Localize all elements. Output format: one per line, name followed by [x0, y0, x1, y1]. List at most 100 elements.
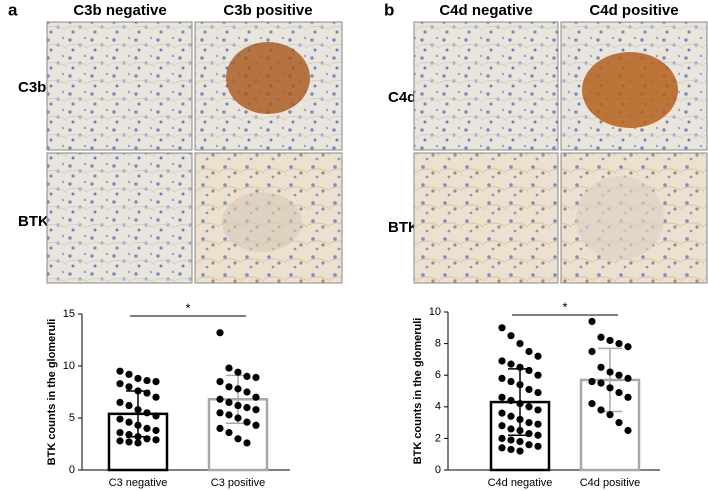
- data-point: [516, 340, 524, 348]
- row-header: C3b: [18, 79, 46, 96]
- data-point: [534, 442, 542, 450]
- data-point: [134, 439, 142, 447]
- data-point: [525, 430, 533, 438]
- glomerulus: [222, 192, 302, 252]
- data-point: [125, 431, 133, 439]
- stain: [226, 42, 310, 114]
- data-point: [498, 434, 506, 442]
- data-point: [516, 437, 524, 446]
- data-point: [225, 411, 233, 419]
- data-point: [216, 409, 224, 417]
- data-point: [534, 371, 542, 379]
- data-point: [243, 372, 251, 380]
- data-point: [152, 436, 160, 444]
- stain: [582, 52, 678, 128]
- data-point: [507, 412, 515, 420]
- data-point: [234, 401, 242, 410]
- micrograph: [413, 152, 559, 284]
- data-point: [498, 409, 506, 417]
- row-header: BTK: [388, 219, 419, 236]
- data-point: [116, 367, 124, 375]
- data-point: [243, 388, 251, 396]
- data-point: [498, 444, 506, 452]
- column-header: C3b negative: [73, 2, 166, 19]
- data-point: [534, 352, 542, 360]
- data-point: [152, 426, 160, 435]
- data-point: [606, 384, 614, 392]
- y-tick-label: 8: [435, 338, 441, 350]
- data-point: [152, 393, 160, 401]
- glomerulus: [576, 176, 664, 260]
- data-point: [116, 398, 124, 406]
- data-point: [615, 340, 623, 348]
- panel-b: b C4d negative C4d positive C4d BTK: [384, 0, 708, 284]
- data-point: [588, 317, 596, 326]
- data-point: [125, 401, 133, 410]
- data-point: [243, 439, 251, 447]
- data-point: [134, 421, 142, 429]
- data-point: [125, 370, 133, 378]
- data-point: [252, 393, 260, 401]
- data-point: [498, 324, 506, 332]
- data-point: [116, 437, 124, 445]
- y-axis-label: BTK counts in the glomeruli: [412, 318, 424, 465]
- data-point: [624, 393, 632, 401]
- data-point: [507, 377, 515, 386]
- column-header: C4d positive: [589, 2, 678, 19]
- data-point: [615, 419, 623, 427]
- micrograph: [46, 21, 193, 151]
- data-point: [525, 419, 533, 427]
- data-point: [152, 412, 160, 420]
- data-point: [498, 374, 506, 382]
- data-point: [597, 363, 605, 371]
- y-tick-label: 0: [69, 464, 75, 476]
- data-point: [534, 420, 542, 428]
- y-tick-label: 10: [429, 306, 441, 318]
- data-point: [125, 438, 133, 446]
- data-point: [134, 406, 142, 414]
- data-point: [534, 388, 542, 397]
- y-tick-label: 4: [435, 401, 441, 413]
- data-point: [116, 428, 124, 437]
- data-point: [252, 421, 260, 429]
- data-point: [525, 441, 533, 449]
- data-point: [143, 435, 151, 443]
- data-point: [606, 411, 614, 419]
- data-point: [516, 415, 524, 424]
- data-point: [624, 426, 632, 435]
- data-point: [234, 414, 242, 422]
- data-point: [252, 373, 260, 382]
- data-point: [507, 396, 515, 405]
- data-point: [525, 366, 533, 375]
- data-point: [234, 435, 242, 443]
- significance-mark: *: [562, 299, 567, 314]
- data-point: [615, 371, 623, 379]
- row-header: C4d: [388, 89, 416, 106]
- data-point: [525, 385, 533, 394]
- data-point: [152, 378, 160, 386]
- data-point: [507, 425, 515, 433]
- data-point: [507, 360, 515, 368]
- data-point: [234, 368, 242, 376]
- data-point: [624, 343, 632, 351]
- column-header: C4d negative: [439, 2, 532, 19]
- x-tick-label: C3 positive: [211, 477, 265, 489]
- data-point: [588, 347, 596, 356]
- data-point: [534, 431, 542, 439]
- data-point: [606, 368, 614, 376]
- data-point: [597, 406, 605, 414]
- row-header: BTK: [18, 213, 49, 230]
- y-tick-label: 15: [63, 308, 75, 320]
- data-point: [507, 445, 515, 454]
- data-point: [252, 406, 260, 414]
- data-point: [588, 400, 596, 408]
- data-point: [624, 374, 632, 382]
- x-tick-label: C4d negative: [488, 477, 553, 489]
- x-tick-label: C3 negative: [109, 477, 168, 489]
- data-point: [216, 378, 224, 386]
- data-point: [216, 329, 224, 337]
- data-point: [143, 376, 151, 385]
- data-point: [243, 404, 251, 412]
- data-point: [534, 406, 542, 414]
